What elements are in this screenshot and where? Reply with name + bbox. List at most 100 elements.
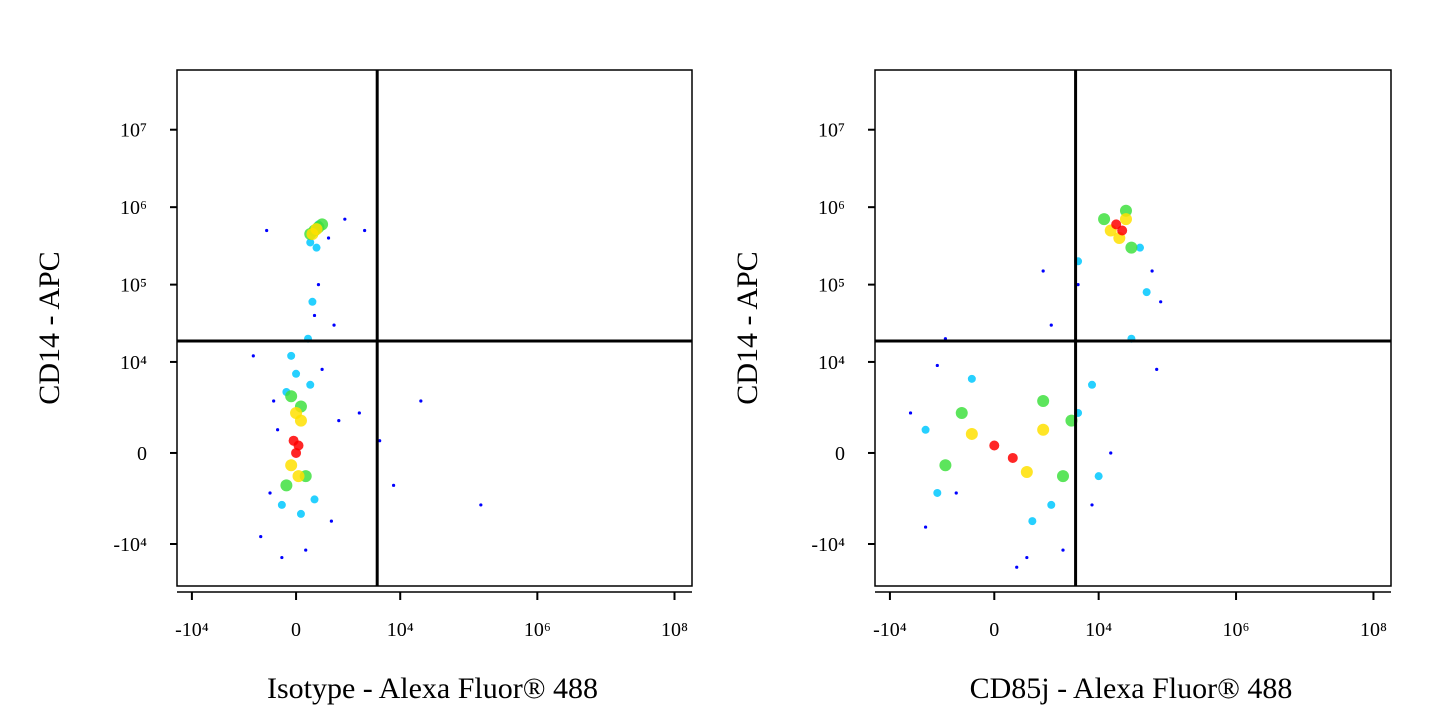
- y-tick-label: 10⁴: [120, 352, 147, 374]
- point: [1076, 283, 1080, 287]
- point: [1119, 204, 1132, 217]
- point: [310, 223, 323, 236]
- point: [285, 459, 298, 472]
- point: [1088, 380, 1097, 389]
- x-tick-label: 10⁸: [1360, 619, 1387, 641]
- point: [1041, 269, 1045, 273]
- panel: -10⁴ 0 10⁴ 10⁶ 10⁸ -10⁴ 0 10⁴ 10⁵ 10⁶ 10⁷ CD85j - A…: [731, 69, 1392, 705]
- point: [332, 323, 336, 327]
- y-tick-label: -10⁴: [811, 534, 845, 556]
- point: [265, 228, 269, 233]
- y-tick-label: 10⁷: [120, 120, 147, 142]
- y-tick-label: 10⁵: [120, 275, 147, 297]
- panel: -10⁴ 0 10⁴ 10⁶ 10⁸ -10⁴ 0 10⁴ 10⁵ 10⁶ 10⁷ Isotype -…: [33, 69, 693, 705]
- points: [908, 204, 1163, 569]
- point: [935, 363, 939, 368]
- x-tick-label: 10⁴: [1085, 619, 1112, 641]
- point: [989, 440, 1000, 451]
- point: [967, 374, 976, 383]
- point: [304, 548, 308, 552]
- point: [363, 228, 367, 233]
- point: [312, 313, 317, 318]
- x-axis-title: Isotype - Alexa Fluor® 488: [267, 672, 598, 705]
- point: [1142, 288, 1151, 297]
- point: [272, 399, 276, 403]
- point: [268, 491, 272, 495]
- point: [1125, 241, 1138, 254]
- point: [343, 217, 347, 221]
- point: [1150, 269, 1154, 273]
- point: [419, 399, 423, 403]
- point: [923, 525, 928, 529]
- point: [280, 479, 293, 492]
- x-tick-label: 10⁶: [1223, 619, 1250, 641]
- point: [391, 483, 396, 487]
- y-tick-label: 10⁶: [120, 197, 147, 219]
- y-tick-label: -10⁴: [113, 534, 147, 556]
- y-tick-label: 0: [137, 443, 147, 465]
- point: [1047, 500, 1056, 509]
- point: [329, 519, 333, 523]
- point: [955, 406, 968, 419]
- point: [479, 503, 483, 507]
- y-tick-label: 0: [835, 443, 845, 465]
- point: [308, 297, 317, 306]
- y-tick-label: 10⁴: [818, 352, 845, 374]
- point: [1025, 555, 1029, 560]
- point: [326, 236, 331, 240]
- point: [306, 238, 315, 247]
- point: [1049, 323, 1053, 327]
- point: [933, 488, 942, 497]
- point: [320, 367, 324, 371]
- x-tick-label: 10⁴: [387, 619, 414, 641]
- point: [259, 534, 263, 539]
- point: [1111, 219, 1122, 230]
- x-tick-label: -10⁴: [873, 619, 907, 641]
- point: [1061, 548, 1065, 552]
- point: [954, 491, 958, 495]
- point: [1098, 213, 1111, 226]
- point: [1090, 503, 1094, 507]
- point: [1020, 465, 1033, 478]
- point: [1094, 472, 1103, 481]
- point: [1037, 395, 1050, 408]
- points: [251, 217, 483, 560]
- point: [1057, 470, 1070, 483]
- point: [296, 509, 305, 518]
- point: [316, 283, 321, 287]
- y-tick-label: 10⁷: [818, 120, 845, 142]
- x-tick-label: -10⁴: [175, 619, 209, 641]
- point: [1117, 225, 1128, 236]
- y-axis-title: CD14 - APC: [33, 251, 66, 404]
- point: [306, 380, 315, 389]
- x-tick-label: 10⁶: [524, 619, 551, 641]
- point: [280, 555, 284, 560]
- x-tick-label: 10⁸: [661, 619, 688, 641]
- plot-frame: [176, 69, 693, 587]
- point: [337, 418, 341, 423]
- point: [908, 411, 913, 415]
- y-tick-label: 10⁵: [818, 275, 845, 297]
- point: [287, 351, 296, 360]
- point: [276, 428, 280, 432]
- point: [1159, 300, 1163, 304]
- y-tick-label: 10⁶: [818, 197, 845, 219]
- point: [921, 425, 930, 434]
- point: [292, 470, 305, 483]
- plot-frame: [874, 69, 1392, 587]
- point: [1007, 452, 1018, 463]
- x-tick-label: 0: [291, 619, 301, 641]
- point: [1119, 213, 1132, 226]
- point: [310, 495, 319, 504]
- point: [285, 390, 298, 403]
- point: [1109, 451, 1113, 455]
- point: [939, 459, 952, 472]
- y-axis-title: CD14 - APC: [731, 251, 764, 404]
- point: [293, 440, 304, 451]
- x-tick-label: 0: [989, 619, 999, 641]
- point: [1015, 565, 1019, 569]
- point: [378, 439, 382, 443]
- point: [292, 369, 301, 378]
- x-axis-title: CD85j - Alexa Fluor® 488: [970, 672, 1293, 705]
